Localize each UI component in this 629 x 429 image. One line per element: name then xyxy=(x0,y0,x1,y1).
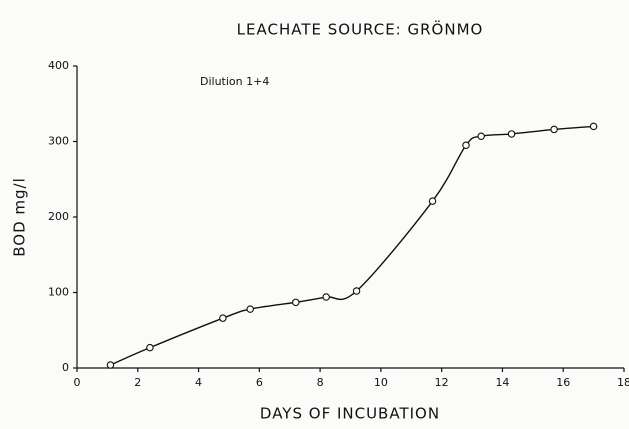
x-tick-label: 0 xyxy=(74,376,81,389)
data-point xyxy=(477,132,485,140)
x-tick-label: 18 xyxy=(617,376,629,389)
y-tick-label: 300 xyxy=(48,135,69,148)
x-tick-label: 8 xyxy=(317,376,324,389)
x-tick-label: 10 xyxy=(374,376,388,389)
data-point xyxy=(550,125,558,134)
x-tick-label: 6 xyxy=(256,376,263,389)
data-point xyxy=(219,314,227,322)
data-point xyxy=(146,343,154,352)
chart-title: LEACHATE SOURCE: GRÖNMO xyxy=(237,20,484,39)
x-tick-label: 12 xyxy=(435,376,449,389)
y-tick-label: 100 xyxy=(48,286,69,299)
x-tick-label: 16 xyxy=(556,376,570,389)
annotation: Dilution 1+4 xyxy=(200,75,269,88)
y-tick-label: 400 xyxy=(48,59,69,72)
x-tick-label: 4 xyxy=(195,376,202,389)
data-point xyxy=(322,293,330,301)
data-point xyxy=(589,122,598,131)
x-axis-label: DAYS OF INCUBATION xyxy=(260,405,440,423)
data-point xyxy=(507,130,516,138)
data-point xyxy=(106,361,115,369)
x-tick-label: 14 xyxy=(495,376,509,389)
data-point xyxy=(292,298,300,307)
data-point xyxy=(428,197,437,205)
data-point xyxy=(462,141,470,150)
x-tick-label: 2 xyxy=(134,376,141,389)
y-tick-label: 0 xyxy=(62,361,69,374)
data-point xyxy=(246,305,254,313)
y-tick-label: 200 xyxy=(48,210,69,223)
y-axis-label: BOD mg/l xyxy=(11,177,29,257)
curve xyxy=(110,125,594,366)
data-point xyxy=(352,287,361,295)
